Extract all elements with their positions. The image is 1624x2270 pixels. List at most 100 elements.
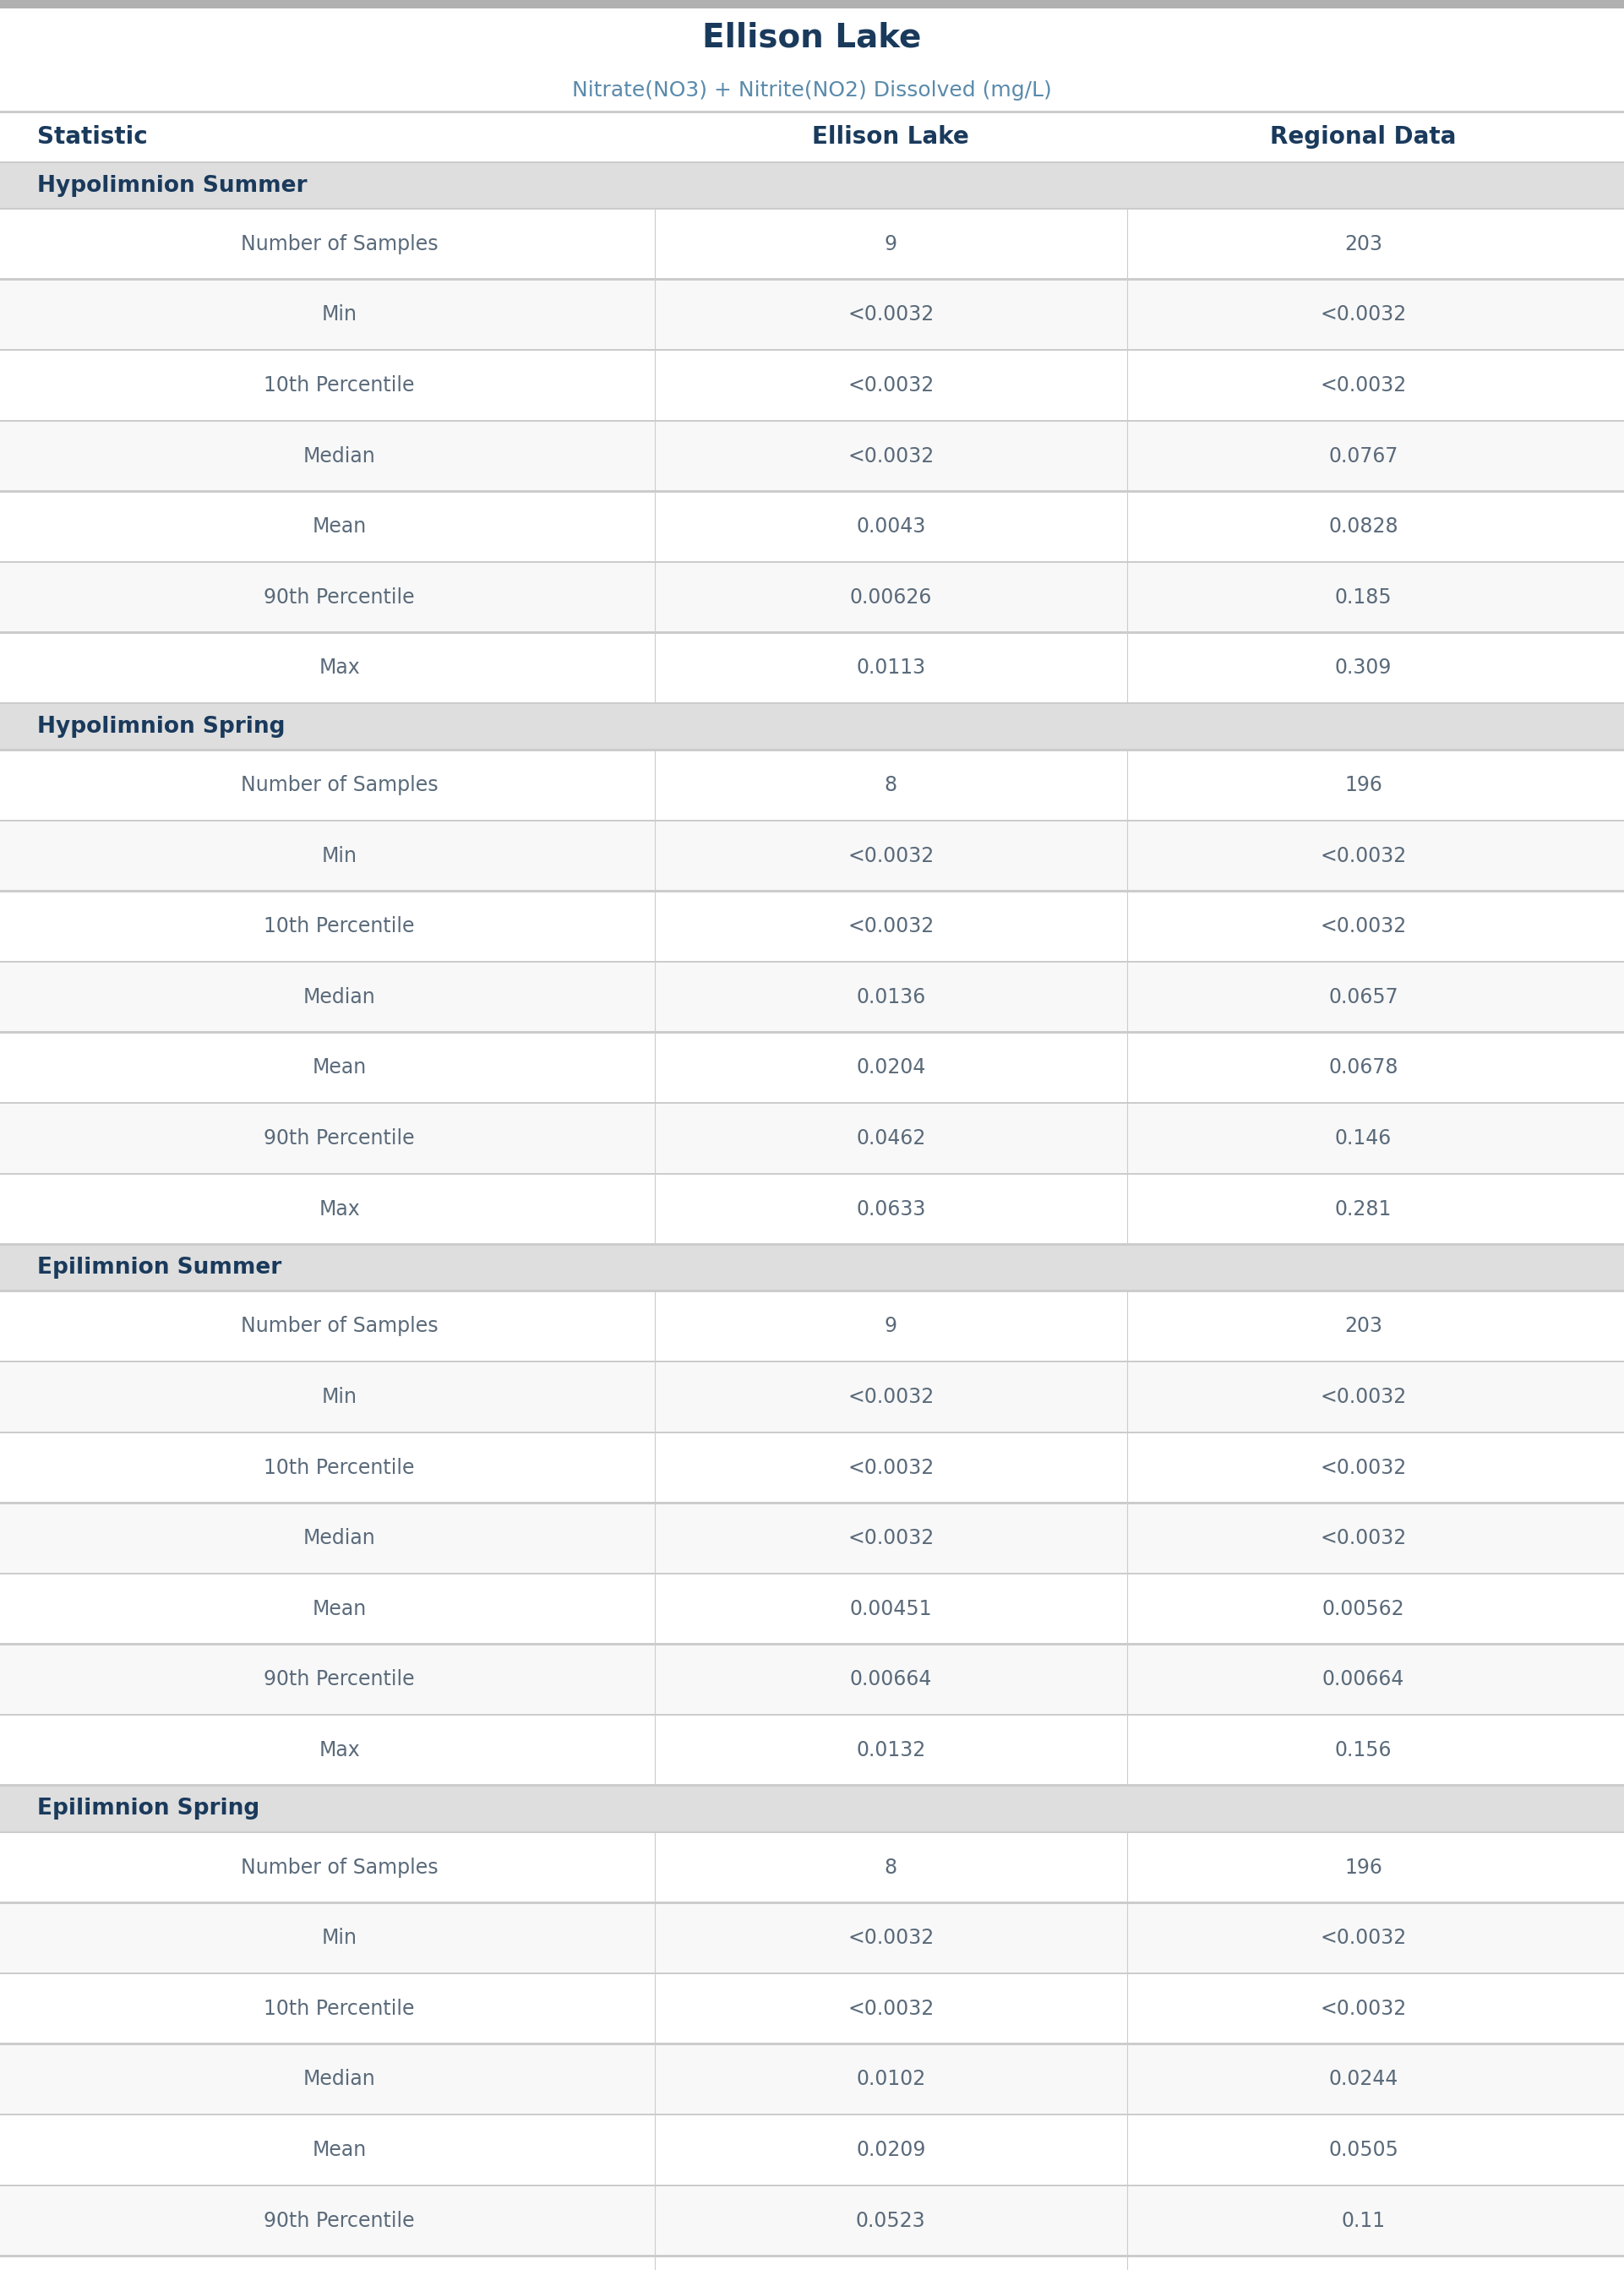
Text: 0.0113: 0.0113 <box>856 658 926 679</box>
Bar <box>0 209 1624 279</box>
Bar <box>0 704 1624 749</box>
Text: Regional Data: Regional Data <box>1270 125 1457 150</box>
Bar <box>0 1786 1624 1832</box>
Text: Max: Max <box>318 1199 361 1219</box>
Text: Median: Median <box>304 1528 375 1548</box>
Text: Hypolimnion Summer: Hypolimnion Summer <box>37 175 307 197</box>
Text: Ellison Lake: Ellison Lake <box>812 125 970 150</box>
Text: <0.0032: <0.0032 <box>848 1927 934 1948</box>
Text: Nitrate(NO3) + Nitrite(NO2) Dissolved (mg/L): Nitrate(NO3) + Nitrite(NO2) Dissolved (m… <box>572 79 1052 100</box>
Text: Median: Median <box>304 987 375 1008</box>
Bar <box>0 2116 1624 2184</box>
Bar <box>0 633 1624 701</box>
Bar <box>0 1575 1624 1643</box>
Text: 0.0633: 0.0633 <box>856 1199 926 1219</box>
Bar <box>0 2186 1624 2254</box>
Text: 10th Percentile: 10th Percentile <box>265 1457 414 1478</box>
Text: 0.0657: 0.0657 <box>1328 987 1398 1008</box>
Text: 10th Percentile: 10th Percentile <box>265 1998 414 2018</box>
Bar <box>0 1505 1624 1573</box>
Text: Ellison Lake: Ellison Lake <box>703 23 921 54</box>
Text: 196: 196 <box>1345 1857 1382 1877</box>
Bar <box>0 1362 1624 1432</box>
Bar <box>0 493 1624 561</box>
Text: 0.0204: 0.0204 <box>856 1058 926 1078</box>
Bar <box>0 563 1624 631</box>
Text: Number of Samples: Number of Samples <box>240 1317 438 1337</box>
Text: <0.0032: <0.0032 <box>1320 1927 1406 1948</box>
Text: 0.00664: 0.00664 <box>1322 1668 1405 1689</box>
Bar <box>0 2256 1624 2270</box>
Text: <0.0032: <0.0032 <box>1320 375 1406 395</box>
Text: Epilimnion Summer: Epilimnion Summer <box>37 1258 281 1278</box>
Text: 0.11: 0.11 <box>1341 2211 1385 2231</box>
Text: <0.0032: <0.0032 <box>848 445 934 465</box>
Text: 0.185: 0.185 <box>1335 588 1392 608</box>
Text: 203: 203 <box>1345 1317 1382 1337</box>
Text: 0.0136: 0.0136 <box>856 987 926 1008</box>
Text: Min: Min <box>322 1927 357 1948</box>
Text: 0.00664: 0.00664 <box>849 1668 932 1689</box>
Text: 9: 9 <box>885 1317 896 1337</box>
Text: 90th Percentile: 90th Percentile <box>265 2211 414 2231</box>
Text: Epilimnion Spring: Epilimnion Spring <box>37 1798 260 1821</box>
Text: <0.0032: <0.0032 <box>848 1998 934 2018</box>
Bar <box>0 822 1624 890</box>
Text: <0.0032: <0.0032 <box>848 304 934 325</box>
Text: 8: 8 <box>885 774 896 794</box>
Text: Max: Max <box>318 658 361 679</box>
Text: 0.146: 0.146 <box>1335 1128 1392 1149</box>
Text: 0.156: 0.156 <box>1335 1741 1392 1759</box>
Text: <0.0032: <0.0032 <box>1320 1998 1406 2018</box>
Text: Number of Samples: Number of Samples <box>240 774 438 794</box>
Text: <0.0032: <0.0032 <box>1320 1387 1406 1407</box>
Text: 0.0244: 0.0244 <box>1328 2070 1398 2088</box>
Bar <box>0 281 1624 350</box>
Text: 90th Percentile: 90th Percentile <box>265 1128 414 1149</box>
Text: Min: Min <box>322 304 357 325</box>
Text: 0.0462: 0.0462 <box>856 1128 926 1149</box>
Text: <0.0032: <0.0032 <box>848 1528 934 1548</box>
Text: 203: 203 <box>1345 234 1382 254</box>
Bar <box>0 1716 1624 1784</box>
Text: 0.0505: 0.0505 <box>1328 2141 1398 2161</box>
Text: 0.0102: 0.0102 <box>856 2070 926 2088</box>
Text: 0.0767: 0.0767 <box>1328 445 1398 465</box>
Text: Hypolimnion Spring: Hypolimnion Spring <box>37 715 286 738</box>
Bar <box>0 1646 1624 1714</box>
Text: 0.281: 0.281 <box>1335 1199 1392 1219</box>
Text: Mean: Mean <box>312 1598 367 1619</box>
Text: <0.0032: <0.0032 <box>848 375 934 395</box>
Bar <box>0 422 1624 490</box>
Text: Number of Samples: Number of Samples <box>240 1857 438 1877</box>
Text: 0.0043: 0.0043 <box>856 518 926 536</box>
Text: <0.0032: <0.0032 <box>848 1457 934 1478</box>
Text: 0.00451: 0.00451 <box>849 1598 932 1619</box>
Text: 10th Percentile: 10th Percentile <box>265 375 414 395</box>
Text: Min: Min <box>322 1387 357 1407</box>
Bar <box>0 1033 1624 1101</box>
Bar <box>0 1176 1624 1244</box>
Text: 0.0523: 0.0523 <box>856 2211 926 2231</box>
Bar <box>0 892 1624 960</box>
Bar <box>0 1103 1624 1174</box>
Bar <box>0 1246 1624 1289</box>
Bar <box>0 2045 1624 2113</box>
Bar <box>0 1834 1624 1902</box>
Text: <0.0032: <0.0032 <box>848 847 934 867</box>
Text: <0.0032: <0.0032 <box>848 1387 934 1407</box>
Text: Mean: Mean <box>312 1058 367 1078</box>
Text: 0.00562: 0.00562 <box>1322 1598 1405 1619</box>
Text: 0.309: 0.309 <box>1335 658 1392 679</box>
Text: 90th Percentile: 90th Percentile <box>265 588 414 608</box>
Bar <box>0 0 1624 9</box>
Text: <0.0032: <0.0032 <box>1320 847 1406 867</box>
Bar <box>0 1975 1624 2043</box>
Text: <0.0032: <0.0032 <box>1320 1528 1406 1548</box>
Text: Mean: Mean <box>312 518 367 536</box>
Text: Statistic: Statistic <box>37 125 148 150</box>
Text: 10th Percentile: 10th Percentile <box>265 917 414 938</box>
Bar <box>0 352 1624 420</box>
Bar <box>0 163 1624 209</box>
Bar <box>0 1432 1624 1503</box>
